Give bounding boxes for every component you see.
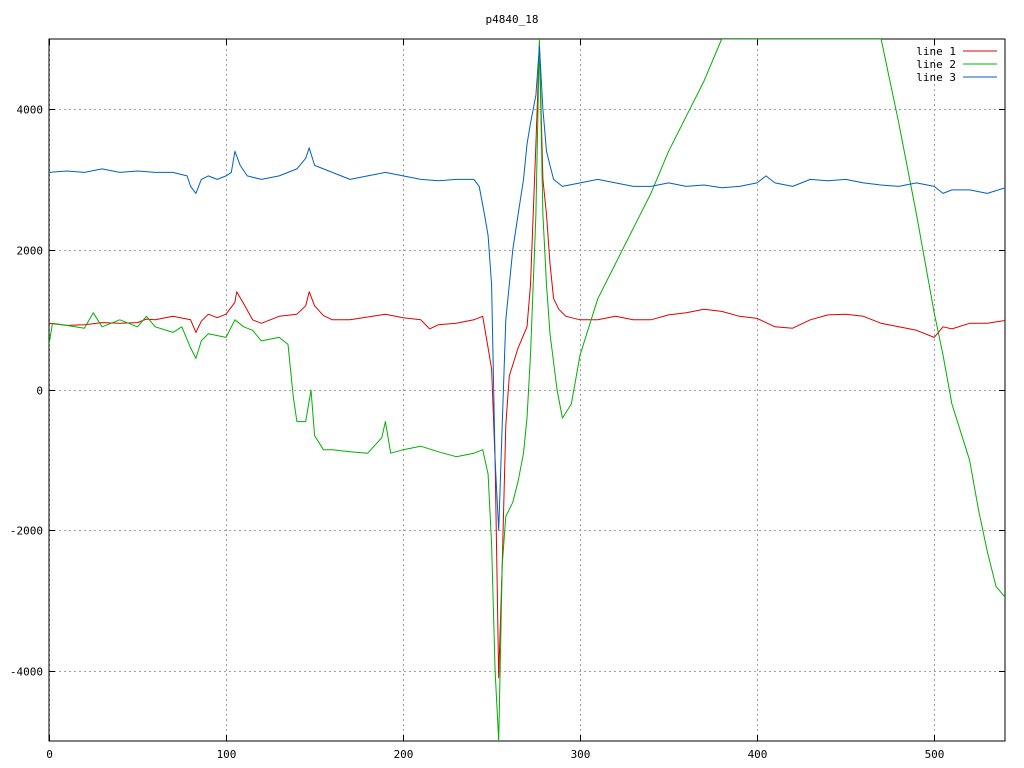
legend-label: line 1 <box>916 45 956 58</box>
y-tick-label: 2000 <box>17 245 44 258</box>
legend-label: line 2 <box>916 58 956 71</box>
x-tick-label: 300 <box>571 748 591 761</box>
series-line-2 <box>49 39 1005 741</box>
chart-title: p4840_18 <box>486 13 539 26</box>
axes: 0 100 200 300 400 500 -4000 -2000 0 2000 4000 <box>10 39 1005 761</box>
x-tick-label: 500 <box>925 748 945 761</box>
grid <box>49 39 1005 741</box>
y-tick-label: 0 <box>36 385 43 398</box>
series-line-3 <box>49 45 1005 531</box>
series-line-1 <box>49 45 1005 679</box>
x-tick-label: 400 <box>748 748 768 761</box>
x-tick-label: 100 <box>217 748 237 761</box>
y-tick-label: 4000 <box>17 104 44 117</box>
series-layer <box>49 39 1005 741</box>
y-tick-label: -4000 <box>10 666 43 679</box>
legend-label: line 3 <box>916 71 956 84</box>
x-tick-label: 0 <box>46 748 53 761</box>
x-tick-label: 200 <box>394 748 414 761</box>
y-tick-label: -2000 <box>10 525 43 538</box>
